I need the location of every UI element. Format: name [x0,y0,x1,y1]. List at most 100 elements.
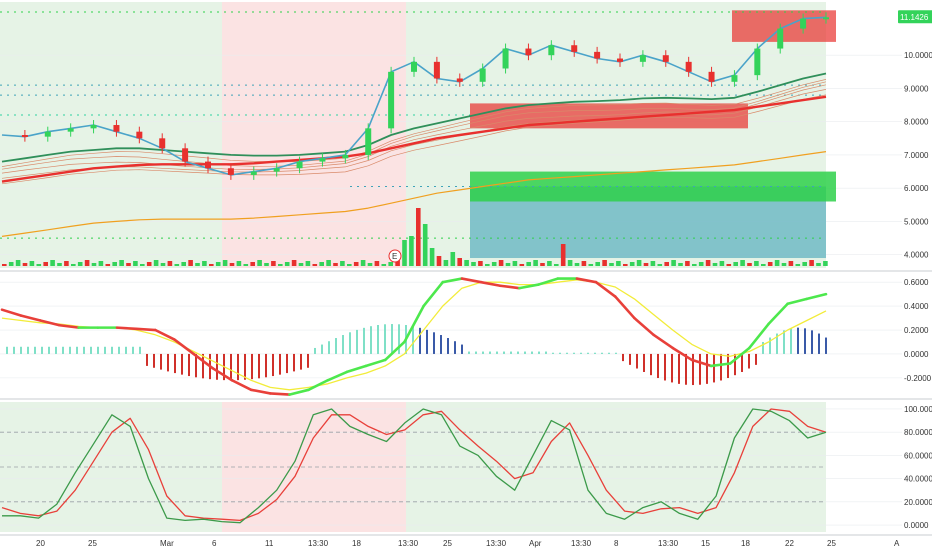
macd-histogram-bar [6,346,8,354]
macd-histogram-bar [482,351,484,354]
macd-histogram-bar [363,327,365,354]
macd-histogram-bar [734,353,736,376]
volume-bar [236,261,242,266]
ma-line-orange [1,151,827,237]
macd-histogram-bar [825,337,827,354]
macd-histogram-bar [489,351,491,354]
macd-histogram-bar [321,344,323,354]
macd-line-segment [19,314,42,322]
y-tick-label: 0.6000 [904,278,929,287]
macd-line-segment [633,316,655,337]
volume-bar [567,260,573,266]
macd-histogram-bar [160,353,162,370]
volume-bar [388,262,393,266]
x-tick-label: 25 [88,539,97,548]
volume-bar [526,262,531,266]
candle [250,171,257,175]
macd-histogram-bar [573,352,575,354]
macd-histogram-bar [545,351,547,354]
macd-histogram-bar [377,325,379,354]
volume-bar [671,260,676,266]
candle [67,128,74,132]
earnings-marker[interactable] [388,249,402,263]
macd-line-segment [786,297,809,306]
macd-histogram-bar [783,330,785,354]
candle [342,154,349,159]
candle [708,71,715,82]
y-tick-label: 100.0000 [904,405,932,414]
macd-histogram-bar [580,352,582,354]
macd-line-segment [594,280,617,298]
volume-bar [333,263,338,266]
x-tick-label: 13:30 [308,539,329,548]
macd-histogram-bar [335,338,337,354]
macd-histogram-bar [706,353,708,384]
volume-bar [174,264,180,266]
volume-bar [609,263,614,266]
volume-bar [478,261,483,266]
macd-histogram-bar [27,346,29,354]
macd-histogram-bar [741,353,743,372]
macd-histogram-bar [769,337,771,354]
volume-bar [554,264,559,266]
macd-line-segment [173,338,195,356]
volume-bar [222,260,228,266]
volume-bar [795,264,801,266]
macd-histogram-bar [587,352,589,354]
volume-bar [726,264,732,266]
macd-histogram-bar [601,352,603,354]
macd-histogram-bar [20,346,22,354]
volume-bar [291,260,297,266]
macd-line-segment [671,346,694,362]
candle [800,18,807,29]
macd-line-segment [230,378,253,392]
macd-histogram-bar [440,335,442,354]
candle [136,131,143,139]
y-tick-label: 80.0000 [904,428,932,437]
candle [479,68,486,82]
volume-bar [560,244,566,266]
volume-bar [629,262,635,266]
volume-bar [229,263,235,266]
macd-histogram-bar [216,353,218,380]
macd-histogram-bar [629,353,631,365]
volume-bar [733,262,738,266]
macd-histogram-bar [538,351,540,354]
ma-line-red [1,95,827,183]
macd-histogram-bar [286,353,288,374]
macd-line-segment [0,308,23,317]
earnings-marker-label: E [392,252,397,261]
candle [44,131,51,137]
macd-histogram-bar [111,346,113,354]
session-band [0,2,222,268]
volume-bar [823,261,828,266]
volume-bar [209,264,214,266]
volume-bar [540,263,545,266]
volume-bar [719,261,725,266]
macd-histogram-bar [188,353,190,377]
macd-histogram-bar [552,352,554,354]
macd-histogram-bar [307,353,309,368]
macd-line-segment [728,346,751,365]
volume-bar [774,260,780,266]
macd-histogram-bar [503,351,505,354]
volume-bar [512,261,518,266]
candle [594,51,601,59]
macd-histogram-bar [461,344,463,354]
macd-line-segment [652,333,674,350]
volume-bar [471,262,476,266]
candle [456,78,463,82]
macd-line-segment [58,323,80,329]
macd-histogram-bar [146,353,148,366]
volume-bar [188,260,193,266]
macd-line-segment [268,392,291,396]
y-tick-label: 9.0000 [904,84,929,93]
macd-line-segment [364,358,387,368]
macd-line-segment [709,362,732,368]
macd-histogram-bar [797,327,799,354]
macd-line-segment [307,378,330,392]
macd-histogram-bar [104,346,106,354]
volume-bar [8,262,14,266]
